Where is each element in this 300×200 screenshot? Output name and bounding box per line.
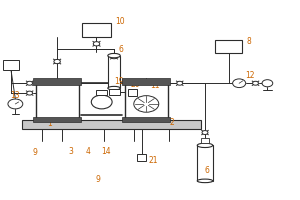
- Bar: [215, 40, 242, 53]
- Ellipse shape: [197, 179, 213, 183]
- Circle shape: [8, 99, 23, 109]
- Text: 1: 1: [47, 119, 52, 128]
- Circle shape: [93, 42, 100, 46]
- Circle shape: [232, 79, 246, 88]
- Bar: [136, 154, 146, 161]
- Text: 3: 3: [68, 147, 73, 156]
- Bar: [3, 60, 19, 70]
- Text: 13: 13: [10, 91, 19, 100]
- Bar: [109, 89, 120, 95]
- Circle shape: [202, 131, 208, 134]
- Bar: [33, 117, 81, 122]
- Text: 20: 20: [131, 80, 140, 89]
- Circle shape: [177, 81, 183, 85]
- Circle shape: [27, 81, 33, 85]
- Text: 8: 8: [247, 37, 251, 46]
- Text: 6: 6: [119, 45, 124, 54]
- Text: 11: 11: [150, 81, 160, 90]
- Bar: [33, 78, 81, 85]
- Bar: [36, 80, 79, 120]
- Text: 21: 21: [148, 156, 158, 165]
- Text: 2: 2: [169, 118, 174, 127]
- Bar: [201, 138, 208, 143]
- Circle shape: [262, 80, 273, 87]
- Text: 6: 6: [205, 166, 210, 175]
- Bar: [108, 56, 120, 88]
- Text: 4: 4: [86, 147, 91, 156]
- Circle shape: [253, 81, 259, 85]
- Ellipse shape: [197, 143, 213, 148]
- Bar: [96, 90, 107, 95]
- Ellipse shape: [108, 86, 120, 90]
- Circle shape: [27, 91, 33, 95]
- Bar: [125, 80, 168, 120]
- Text: 12: 12: [245, 71, 255, 80]
- Text: 14: 14: [101, 147, 111, 156]
- Circle shape: [134, 96, 159, 112]
- Circle shape: [111, 54, 117, 59]
- Bar: [82, 23, 111, 37]
- Text: 10: 10: [115, 17, 124, 26]
- Bar: [197, 145, 213, 181]
- Bar: [122, 78, 170, 85]
- Text: 19: 19: [114, 77, 123, 86]
- Bar: [128, 89, 137, 96]
- Bar: [22, 120, 200, 129]
- Circle shape: [54, 59, 60, 64]
- Ellipse shape: [108, 53, 120, 58]
- Circle shape: [91, 95, 112, 109]
- Text: 9: 9: [33, 148, 38, 157]
- Text: 9: 9: [95, 175, 100, 184]
- Bar: [122, 117, 170, 122]
